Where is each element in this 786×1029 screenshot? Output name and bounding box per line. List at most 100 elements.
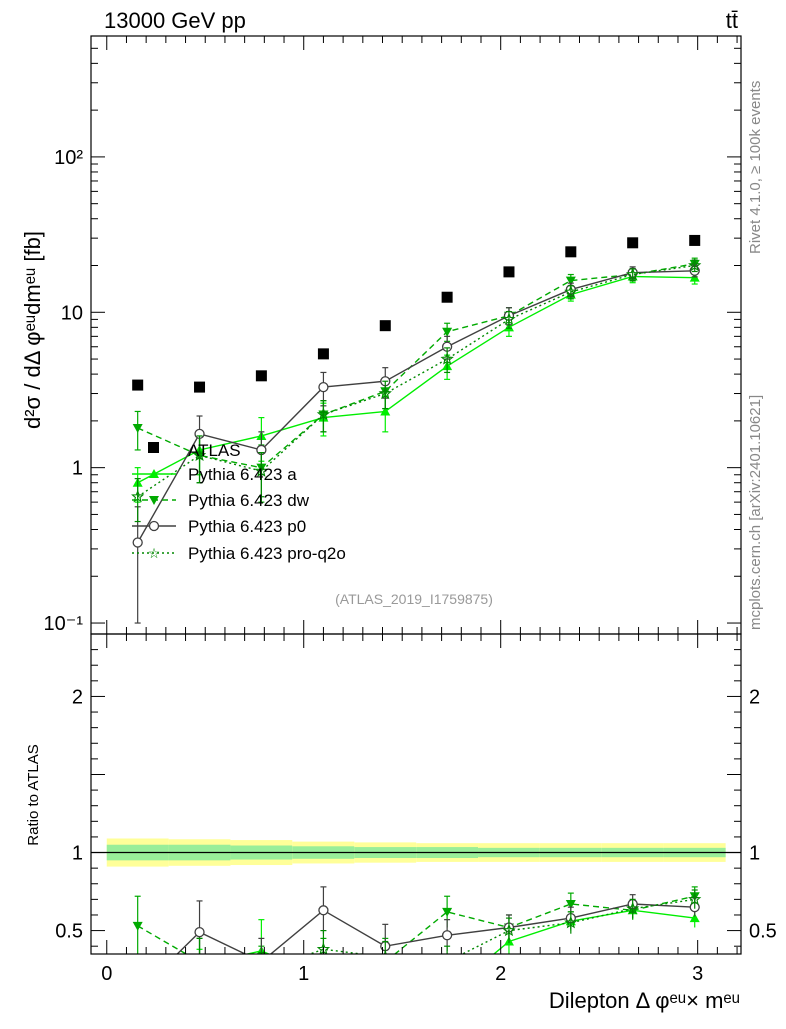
data-point [627, 237, 639, 249]
ratio-y-tick-label: 2 [72, 686, 83, 708]
ratio-point [256, 966, 266, 975]
legend-entry-pythia-proq2o: ☆ Pythia 6.423 pro-q2o [132, 544, 346, 563]
ratio-point [383, 950, 387, 954]
ratio-point [442, 907, 453, 917]
mcplots-label: mcplots.cern.ch [arXiv:2401.10621] [747, 395, 764, 630]
ratio-point [133, 989, 142, 998]
data-point [565, 246, 577, 258]
ratio-y-tick-label-right: 1 [749, 843, 760, 865]
data-point [132, 379, 144, 391]
ratio-y-axis-label: Ratio to ATLAS [25, 744, 42, 845]
legend-label-pythia-proq2o: Pythia 6.423 pro-q2o [188, 544, 346, 563]
legend-entry-atlas: ATLAS [188, 441, 241, 460]
data-point [688, 258, 702, 272]
y-tick-label: 10² [54, 147, 83, 169]
series-line-pythia_dw [137, 263, 695, 469]
ratio-point [442, 988, 452, 997]
legend-label-atlas: ATLAS [188, 441, 241, 460]
ratio-point [689, 913, 700, 923]
energy-label: 13000 GeV pp [104, 8, 246, 33]
data-point [689, 234, 701, 246]
data-point [192, 448, 207, 461]
x-tick-label: 2 [495, 963, 506, 985]
series-data [132, 234, 701, 393]
data-point [317, 348, 329, 360]
series-line-pythia_a [137, 275, 695, 484]
legend-marker-pythia-a [149, 469, 159, 478]
ratio-band-layer [91, 838, 741, 867]
ratio-point [194, 926, 205, 938]
data-point [255, 370, 267, 382]
ratio-line-pythia_a [244, 909, 695, 954]
y-tick-label: 10⁻¹ [44, 613, 84, 635]
series-pythia_proq2o [131, 258, 702, 523]
ratio-line-pythia_p0 [176, 903, 695, 954]
ratio-point [318, 905, 329, 916]
data-point [254, 464, 268, 477]
series-line-pythia_p0 [137, 270, 695, 543]
legend-label-pythia-p0: Pythia 6.423 p0 [188, 517, 306, 536]
x-axis-label: Dilepton Δ φᵉᵘ× mᵉᵘ [549, 988, 740, 1013]
ratio-axes: 0.5 0.5 1 1 2 2 0 1 2 3 [55, 633, 777, 985]
ratio-point [502, 923, 516, 937]
ratio-point [380, 958, 390, 967]
ratio-point [565, 900, 576, 910]
ratio-y-tick-label: 1 [72, 843, 83, 865]
ratio-series-pythia_proq2o [194, 889, 702, 976]
ratio-y-tick-label-right: 0.5 [749, 921, 777, 943]
x-tick-label: 1 [298, 963, 309, 985]
data-point [380, 406, 391, 416]
legend-entry-pythia-dw: Pythia 6.423 dw [132, 491, 310, 510]
ratio-point [318, 958, 328, 967]
ratio-point [195, 960, 205, 969]
data-point [625, 267, 640, 281]
ratio-point [441, 930, 453, 941]
ratio-point [380, 988, 390, 997]
data-point [316, 407, 331, 421]
data-point [131, 489, 145, 503]
ratio-point [257, 957, 266, 966]
data-point [503, 266, 515, 278]
ratio-y-tick-label-right: 2 [749, 686, 760, 708]
ratio-point [442, 956, 453, 966]
data-point [318, 381, 329, 393]
legend-entry-pythia-p0: Pythia 6.423 p0 [132, 517, 306, 536]
process-label: tt̄ [726, 8, 738, 33]
data-point [564, 284, 578, 298]
ratio-series-pythia_p0 [133, 886, 700, 998]
ratio-point [688, 892, 702, 905]
legend-label-pythia-a: Pythia 6.423 a [188, 465, 297, 484]
data-point [565, 276, 576, 286]
ratio-point [194, 956, 205, 966]
main-y-axis-label: d²σ / dΔ φᵉᵘdmᵉᵘ [fb] [20, 231, 45, 429]
legend-marker-pythia-dw [149, 496, 159, 505]
legend: ATLAS Pythia 6.423 a Pythia 6.423 dw Pyt… [132, 441, 346, 563]
main-axes: 10⁻¹ 1 10 10² [44, 35, 741, 635]
ratio-point [132, 921, 143, 931]
data-point [502, 312, 516, 325]
data-point [440, 352, 454, 365]
ratio-series-layer [132, 886, 702, 998]
analysis-label: (ATLAS_2019_I1759875) [335, 591, 493, 607]
main-series-layer [131, 234, 702, 624]
y-tick-label: 10 [61, 302, 83, 324]
legend-label-pythia-dw: Pythia 6.423 dw [188, 491, 310, 510]
data-point [194, 381, 206, 393]
ratio-point [564, 915, 578, 929]
rivet-label: Rivet 4.1.0, ≥ 100k events [747, 81, 764, 254]
ratio-point [625, 901, 640, 915]
ratio-series-pythia_dw [132, 886, 700, 975]
ratio-frame [90, 633, 742, 955]
ratio-point [133, 966, 143, 975]
ratio-point [256, 966, 267, 976]
x-tick-label: 3 [692, 963, 703, 985]
ratio-line-pythia_dw [137, 895, 695, 954]
ratio-point [318, 972, 328, 981]
ratio-line-pythia_proq2o [307, 898, 695, 954]
data-point [132, 537, 143, 548]
legend-marker-pythia-proq2o: ☆ [148, 545, 161, 561]
data-point [132, 423, 143, 433]
x-tick-label: 0 [101, 963, 112, 985]
data-point [378, 386, 392, 400]
data-point [379, 320, 391, 332]
